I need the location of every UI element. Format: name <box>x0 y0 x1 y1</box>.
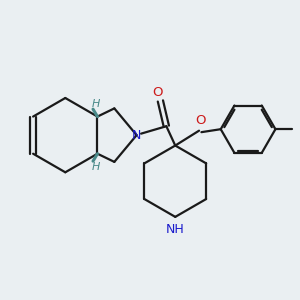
Text: O: O <box>152 86 163 99</box>
Text: H: H <box>92 98 100 109</box>
Text: H: H <box>92 162 100 172</box>
Text: N: N <box>132 129 141 142</box>
Text: NH: NH <box>166 223 184 236</box>
Text: O: O <box>195 114 206 127</box>
